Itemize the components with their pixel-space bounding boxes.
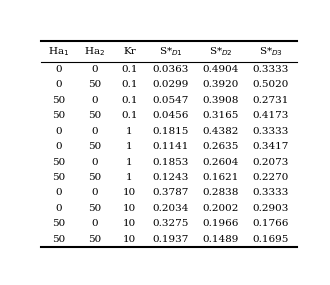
Text: 10: 10 — [123, 235, 136, 244]
Text: 0: 0 — [56, 188, 62, 198]
Text: 0: 0 — [56, 80, 62, 89]
Text: 0.1966: 0.1966 — [203, 219, 239, 228]
Text: 50: 50 — [88, 235, 102, 244]
Text: 0.3165: 0.3165 — [203, 111, 239, 120]
Text: 0.2002: 0.2002 — [203, 204, 239, 213]
Text: 50: 50 — [88, 142, 102, 151]
Text: 0.3787: 0.3787 — [153, 188, 189, 198]
Text: 50: 50 — [88, 111, 102, 120]
Text: 0.1: 0.1 — [121, 111, 138, 120]
Text: 50: 50 — [88, 173, 102, 182]
Text: 0.2731: 0.2731 — [252, 96, 289, 105]
Text: 0: 0 — [56, 127, 62, 136]
Text: 0: 0 — [92, 127, 98, 136]
Text: 0.1: 0.1 — [121, 80, 138, 89]
Text: 0.4904: 0.4904 — [203, 65, 239, 74]
Text: S*$_{D2}$: S*$_{D2}$ — [209, 45, 233, 58]
Text: Ha$_2$: Ha$_2$ — [84, 45, 106, 58]
Text: 0.1695: 0.1695 — [252, 235, 289, 244]
Text: 50: 50 — [52, 173, 66, 182]
Text: 0.1766: 0.1766 — [252, 219, 289, 228]
Text: 0.1: 0.1 — [121, 96, 138, 105]
Text: 0.0547: 0.0547 — [153, 96, 189, 105]
Text: 0.1621: 0.1621 — [203, 173, 239, 182]
Text: 10: 10 — [123, 204, 136, 213]
Text: 0.3275: 0.3275 — [153, 219, 189, 228]
Text: 50: 50 — [52, 235, 66, 244]
Text: 0.0456: 0.0456 — [153, 111, 189, 120]
Text: 0.4382: 0.4382 — [203, 127, 239, 136]
Text: 0: 0 — [56, 142, 62, 151]
Text: 0.0363: 0.0363 — [153, 65, 189, 74]
Text: 0.2604: 0.2604 — [203, 158, 239, 166]
Text: 0.2073: 0.2073 — [252, 158, 289, 166]
Text: 0.5020: 0.5020 — [252, 80, 289, 89]
Text: 0.3333: 0.3333 — [252, 127, 289, 136]
Text: 0.2903: 0.2903 — [252, 204, 289, 213]
Text: 0: 0 — [92, 219, 98, 228]
Text: 0.4173: 0.4173 — [252, 111, 289, 120]
Text: 50: 50 — [52, 111, 66, 120]
Text: 0.1141: 0.1141 — [153, 142, 189, 151]
Text: 0: 0 — [92, 188, 98, 198]
Text: 50: 50 — [52, 158, 66, 166]
Text: 0.1243: 0.1243 — [153, 173, 189, 182]
Text: 1: 1 — [126, 142, 133, 151]
Text: 0.3908: 0.3908 — [203, 96, 239, 105]
Text: 1: 1 — [126, 127, 133, 136]
Text: 0.2034: 0.2034 — [153, 204, 189, 213]
Text: 0.1937: 0.1937 — [153, 235, 189, 244]
Text: 0: 0 — [92, 65, 98, 74]
Text: Kr: Kr — [123, 47, 136, 56]
Text: 50: 50 — [88, 204, 102, 213]
Text: 0.3920: 0.3920 — [203, 80, 239, 89]
Text: 0.2270: 0.2270 — [252, 173, 289, 182]
Text: 0.1489: 0.1489 — [203, 235, 239, 244]
Text: 0: 0 — [56, 204, 62, 213]
Text: 0: 0 — [92, 158, 98, 166]
Text: 0.3333: 0.3333 — [252, 188, 289, 198]
Text: 0: 0 — [92, 96, 98, 105]
Text: S*$_{D1}$: S*$_{D1}$ — [159, 45, 183, 58]
Text: 0.1: 0.1 — [121, 65, 138, 74]
Text: 0.3417: 0.3417 — [252, 142, 289, 151]
Text: 0.2838: 0.2838 — [203, 188, 239, 198]
Text: 10: 10 — [123, 219, 136, 228]
Text: Ha$_1$: Ha$_1$ — [49, 45, 70, 58]
Text: 50: 50 — [52, 219, 66, 228]
Text: 0.3333: 0.3333 — [252, 65, 289, 74]
Text: 50: 50 — [52, 96, 66, 105]
Text: 0.1853: 0.1853 — [153, 158, 189, 166]
Text: 0: 0 — [56, 65, 62, 74]
Text: 0.2635: 0.2635 — [203, 142, 239, 151]
Text: 10: 10 — [123, 188, 136, 198]
Text: 50: 50 — [88, 80, 102, 89]
Text: 1: 1 — [126, 158, 133, 166]
Text: 0.1815: 0.1815 — [153, 127, 189, 136]
Text: 1: 1 — [126, 173, 133, 182]
Text: S*$_{D3}$: S*$_{D3}$ — [259, 45, 283, 58]
Text: 0.0299: 0.0299 — [153, 80, 189, 89]
